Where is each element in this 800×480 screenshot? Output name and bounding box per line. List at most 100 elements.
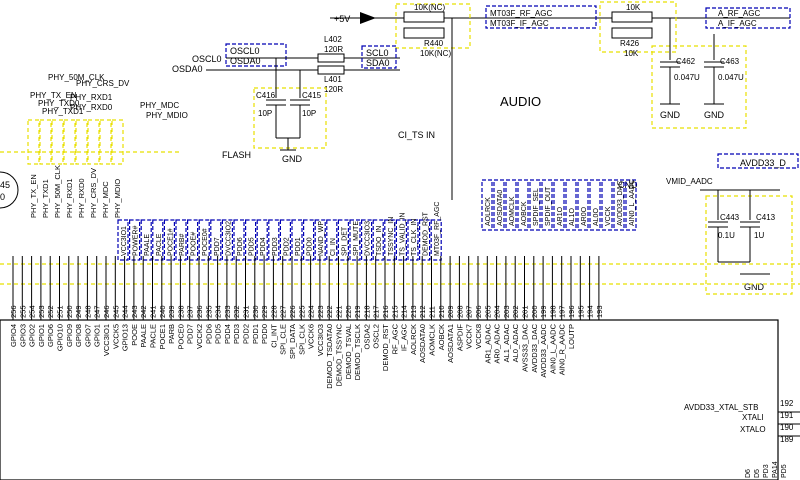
pin-number: 199 <box>539 305 548 318</box>
pin-number: 206 <box>474 305 483 318</box>
pin-number: 240 <box>158 305 167 318</box>
pin-name: GPIO9 <box>65 324 74 347</box>
audio-net-label: AOSDATA0 <box>497 190 504 226</box>
pin-name: DEMOD_TSSYNC <box>335 323 344 386</box>
mid-net-label: PDD5 <box>249 237 256 256</box>
net-if-agc: MT03F_IF_AGC <box>490 19 549 28</box>
top-power-section: +5V 10K(NC) R440 10K(NC) MT03F_RF_AGC MT… <box>330 1 791 129</box>
right-pin-num-3: 189 <box>780 435 794 444</box>
net-box <box>163 219 175 261</box>
circle-letter: 0 <box>0 192 5 202</box>
net-box <box>326 219 338 261</box>
pin-name: ASPDIF <box>455 324 464 352</box>
phy-box <box>87 119 100 165</box>
pin-number: 208 <box>455 305 464 318</box>
audio-net-label: AVDD33_DAC <box>617 181 624 226</box>
ic-pin-numbers: 256 255 254 253 252 251 250 249 248 247 246 245 244 2… <box>9 305 604 318</box>
pin-number: 246 <box>102 305 111 318</box>
pin-number: 235 <box>204 305 213 318</box>
net-box <box>175 219 187 261</box>
pin-name: VCCK2 <box>195 324 204 349</box>
phy-label-8: PHY_MDIO <box>146 111 188 120</box>
pin-name: AOLRCK <box>409 324 418 355</box>
c443-ref: C443 <box>720 213 740 222</box>
net-box <box>279 219 291 261</box>
pin-number: 254 <box>28 305 37 318</box>
c463-ref: C463 <box>720 57 740 66</box>
audio-net-label: AR0O <box>581 206 588 226</box>
phy-box <box>51 119 64 165</box>
mid-net-label: DEMOD_RST <box>423 211 430 256</box>
pin-name: AIN0_L_AADC <box>548 323 557 374</box>
pin-name: VCCK8 <box>474 324 483 349</box>
pin-number: 234 <box>214 305 223 318</box>
audio-net-label: AL0O <box>593 208 600 226</box>
net-box <box>349 219 361 261</box>
audio-net-label: AOLRCK <box>485 197 492 226</box>
pin-name: AOBCK <box>437 324 446 350</box>
net-osclo: OSCL0 <box>192 54 222 64</box>
r440-ref: R440 <box>424 39 444 48</box>
pin-number: 200 <box>530 305 539 318</box>
pin-name: AVSS33_DAC <box>521 323 530 371</box>
circle-number: 45 <box>0 180 10 190</box>
pin-number: 225 <box>297 305 306 318</box>
pin-number: 215 <box>390 305 399 318</box>
pin-name: GPIO6 <box>46 324 55 347</box>
phy-box <box>75 119 88 165</box>
section-avdd33-d: AVDD33_D <box>740 158 786 168</box>
c462-value: 0.047U <box>674 73 700 82</box>
phy-vertical-label: PHY_TX_EN <box>29 174 38 218</box>
pin-name: PDD4 <box>223 324 232 344</box>
pin-number: 217 <box>372 305 381 318</box>
pin-name: POCE1 <box>158 324 167 349</box>
phy-label-2: PHY_TXD1 <box>42 107 84 116</box>
mid-net-label: TS_CLK_IN <box>411 219 418 256</box>
pin-number: 193 <box>595 305 604 318</box>
pin-name: OSDA2 <box>362 324 371 349</box>
pin-name: GPIO13 <box>121 324 130 351</box>
pin-name: RF_AGC <box>390 323 399 354</box>
net-box <box>233 219 245 261</box>
pin-number: 197 <box>558 305 567 318</box>
pin-number: 222 <box>325 305 334 318</box>
phy-vertical-labels: PHY_TX_EN PHY_TXD1 PHY_50M_CLK PHY_RXD1 PHY_… <box>27 119 124 218</box>
audio-net-label: SPDIF_SEL <box>533 188 540 226</box>
pin-name: VCCK6 <box>307 324 316 349</box>
gnd-label-vmid: GND <box>744 282 765 292</box>
pin-number: 237 <box>186 305 195 318</box>
right-pin-num-0: 192 <box>780 399 794 408</box>
net-box <box>419 219 431 261</box>
l401-value: 120R <box>324 85 343 94</box>
pin-number: 242 <box>139 305 148 318</box>
pin-name: PDD1 <box>251 324 260 344</box>
mid-net-label: TSSYNC_IN <box>388 217 395 256</box>
ic-pin-names: GPIO4 GPIO3 GPIO2 GPIO1 GPIO6 GPIO10 GPIO9 GPIO… <box>9 323 576 388</box>
pin-name: PDD6 <box>204 324 213 344</box>
phy-vertical-label: PHY_RXD1 <box>65 178 74 218</box>
phy-box <box>63 119 76 165</box>
r-top-left-value: 10K(NC) <box>414 3 445 12</box>
pin-number: 249 <box>74 305 83 318</box>
pin-number: 216 <box>381 305 390 318</box>
pin-number: 202 <box>511 305 520 318</box>
pin-number: 213 <box>409 305 418 318</box>
pin-number: 238 <box>176 305 185 318</box>
pin-name: PARB <box>167 324 176 344</box>
resistor-r441 <box>403 11 445 23</box>
net-rf-agc: MT03F_RF_AGC <box>490 9 552 18</box>
pin-name: VCC3IO3 <box>316 324 325 356</box>
audio-net-label: SPDIF_OUT <box>545 186 552 226</box>
phy-label-0: PHY_TX_EN <box>30 91 77 100</box>
phy-vertical-label: PHY_MDIO <box>113 179 122 218</box>
pin-name: SPI_DATA <box>288 324 297 359</box>
audio-net-label: AOBCK <box>521 201 528 226</box>
mid-net-label: PDD1 <box>295 237 302 256</box>
pin-name: SPI_CLK <box>297 324 306 355</box>
mid-net-label: PAALE <box>144 234 151 256</box>
pin-number: 209 <box>446 305 455 318</box>
net-box <box>152 219 164 261</box>
net-box <box>210 219 222 261</box>
mid-net-label: PDD3 <box>272 237 279 256</box>
